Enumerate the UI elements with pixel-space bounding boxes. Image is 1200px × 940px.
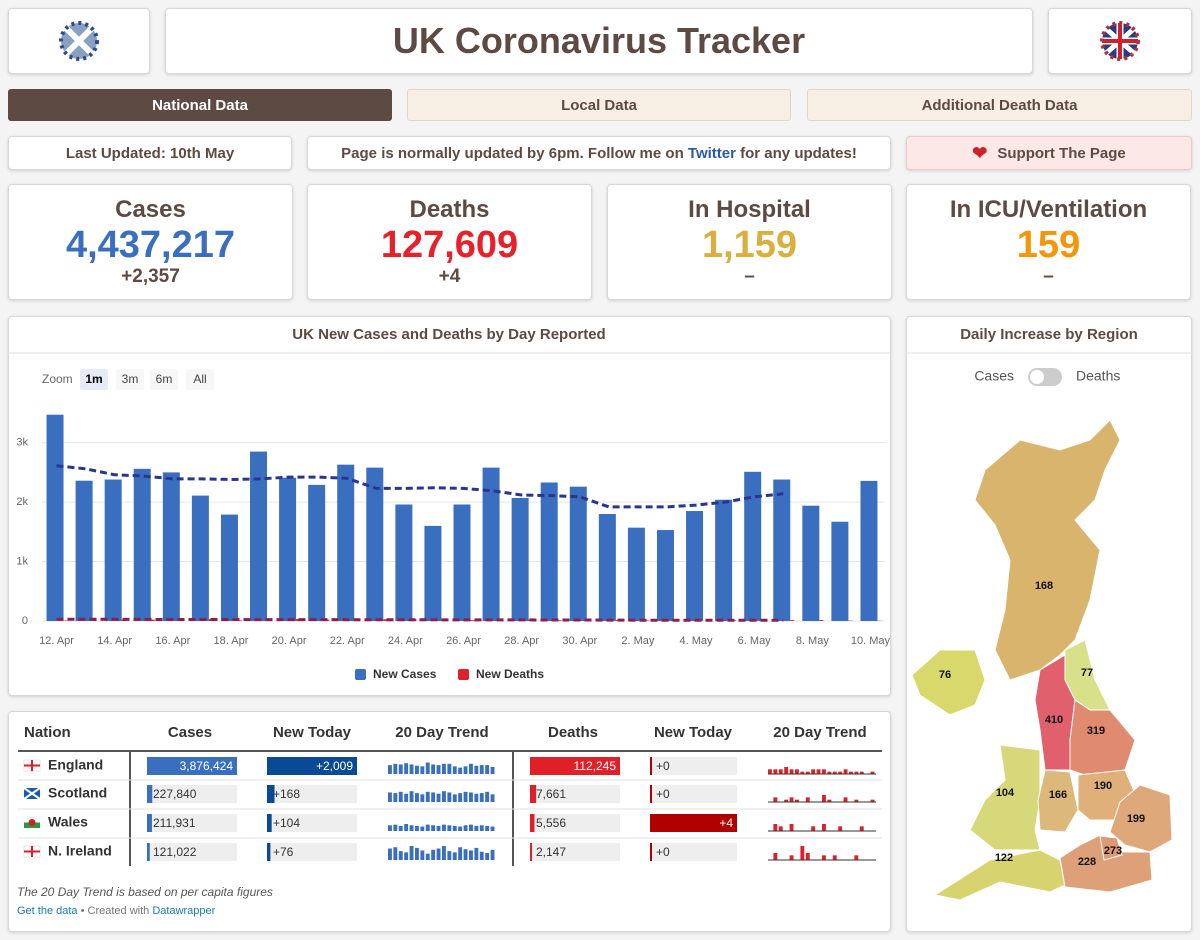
notice-text: for any updates! <box>735 144 857 162</box>
virus-logo <box>59 21 99 61</box>
stat-change: – <box>1043 266 1054 287</box>
stat-value: 159 <box>1016 224 1081 266</box>
stat-change: +2,357 <box>121 266 180 287</box>
last-updated: Last Updated: 10th May <box>8 136 292 170</box>
page-title: UK Coronavirus Tracker <box>165 8 1033 74</box>
support-button[interactable]: ❤ Support The Page <box>906 136 1192 170</box>
heart-icon: ❤ <box>972 142 988 163</box>
stat-title: In Hospital <box>688 196 811 223</box>
stat-value: 127,609 <box>380 224 519 266</box>
stat-card: Deaths 127,609 +4 <box>307 184 592 300</box>
tab[interactable]: Additional Death Data <box>807 89 1192 121</box>
stat-value: 4,437,217 <box>65 224 236 266</box>
logo-box <box>1048 8 1192 74</box>
support-text: Support The Page <box>997 144 1126 162</box>
twitter-link[interactable]: Twitter <box>687 144 736 162</box>
stat-card: Cases 4,437,217 +2,357 <box>8 184 293 300</box>
tab[interactable]: Local Data <box>407 89 791 121</box>
tab[interactable]: National Data <box>8 89 392 121</box>
uk-virus-logo <box>1100 21 1140 61</box>
table-panel <box>8 711 891 932</box>
notice: Page is normally updated by 6pm. Follow … <box>307 136 891 170</box>
stat-card: In Hospital 1,159– <box>607 184 892 300</box>
stat-title: In ICU/Ventilation <box>949 196 1148 223</box>
stat-title: Cases <box>115 196 186 223</box>
notice-text: Page is normally updated by 6pm. Follow … <box>341 144 688 162</box>
chart-panel <box>8 316 891 696</box>
map-panel <box>906 316 1192 932</box>
stat-value: 1,159 <box>701 224 798 266</box>
stat-change: – <box>744 266 755 287</box>
stat-card: In ICU/Ventilation 159– <box>906 184 1191 300</box>
logo-box <box>8 8 150 74</box>
stat-title: Deaths <box>409 196 490 223</box>
stat-change: +4 <box>438 266 461 287</box>
